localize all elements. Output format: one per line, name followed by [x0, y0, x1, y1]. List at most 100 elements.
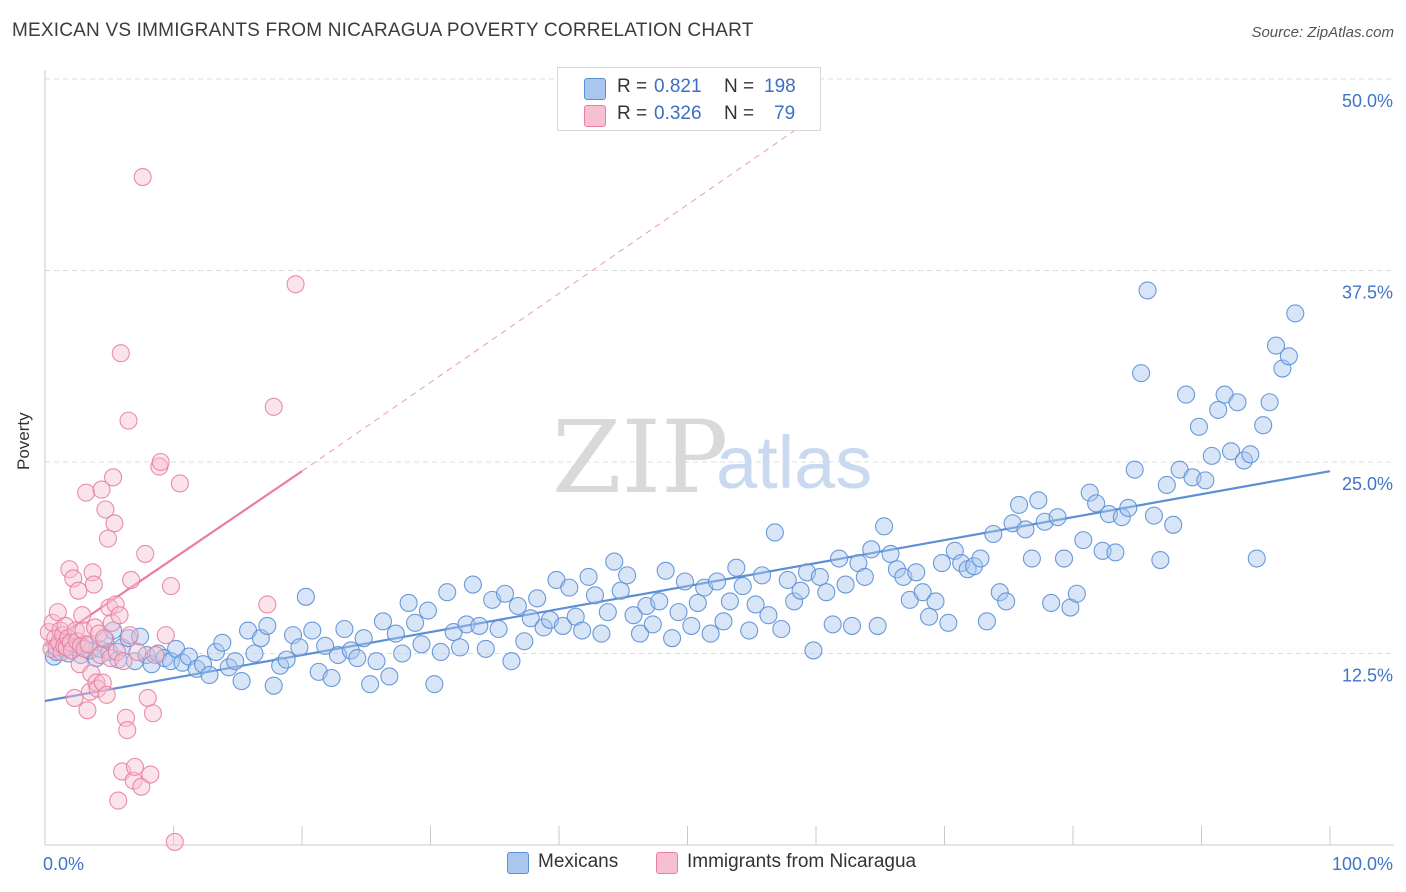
- point-mexicans: [418, 601, 437, 620]
- point-mexicans: [1138, 281, 1157, 300]
- point-mexicans: [1266, 336, 1286, 355]
- point-nicaragua: [119, 411, 138, 430]
- point-mexicans: [579, 567, 598, 586]
- point-mexicans: [842, 616, 862, 635]
- point-mexicans: [380, 667, 399, 686]
- point-nicaragua: [96, 500, 115, 519]
- point-mexicans: [393, 644, 412, 663]
- point-mexicans: [534, 618, 553, 637]
- gridlines: [45, 78, 1394, 654]
- point-mexicans: [226, 652, 245, 671]
- point-nicaragua: [156, 626, 175, 645]
- point-mexicans: [605, 552, 624, 571]
- point-nicaragua: [286, 275, 305, 294]
- point-mexicans: [688, 593, 707, 612]
- point-mexicans: [733, 577, 752, 596]
- point-mexicans: [791, 581, 810, 600]
- point-mexicans: [830, 549, 849, 568]
- point-nicaragua: [109, 791, 128, 810]
- point-nicaragua: [98, 529, 118, 548]
- trend-line-nicaragua-extension: [301, 115, 817, 472]
- point-nicaragua: [141, 765, 160, 784]
- point-mexicans: [675, 572, 694, 591]
- watermark: ZIP atlas: [552, 399, 872, 516]
- point-mexicans: [875, 517, 894, 536]
- point-mexicans: [354, 629, 373, 648]
- point-mexicans: [1209, 400, 1228, 419]
- point-mexicans: [630, 624, 650, 643]
- point-mexicans: [573, 621, 592, 640]
- point-mexicans: [624, 606, 643, 625]
- point-mexicans: [932, 554, 951, 573]
- bottom-legend-swatch-nicaragua: [656, 852, 678, 874]
- point-nicaragua: [146, 645, 165, 665]
- point-mexicans: [1132, 364, 1151, 383]
- legend-n-value-nicaragua: 79: [774, 103, 796, 124]
- point-nicaragua: [264, 397, 283, 416]
- point-nicaragua: [111, 344, 130, 363]
- point-mexicans: [367, 652, 386, 671]
- point-mexicans: [348, 649, 367, 668]
- point-nicaragua: [106, 595, 125, 614]
- point-mexicans: [515, 632, 534, 651]
- point-mexicans: [200, 665, 219, 684]
- point-mexicans: [303, 621, 322, 640]
- point-mexicans: [406, 613, 425, 632]
- legend-n-value-mexicans: 198: [764, 76, 796, 97]
- point-mexicans: [913, 583, 932, 602]
- point-mexicans: [810, 567, 829, 586]
- point-mexicans: [470, 616, 489, 635]
- bottom-legend-swatch-mexicans: [507, 852, 529, 874]
- point-mexicans: [1106, 543, 1125, 562]
- point-mexicans: [1087, 494, 1106, 513]
- point-nicaragua: [151, 452, 170, 472]
- point-mexicans: [1119, 498, 1138, 518]
- point-mexicans: [425, 675, 444, 694]
- point-mexicans: [1067, 584, 1086, 603]
- point-mexicans: [1164, 515, 1183, 534]
- point-mexicans: [772, 619, 791, 639]
- x-tick-label: 0.0%: [43, 854, 84, 874]
- data-points: [39, 167, 1305, 851]
- point-mexicans: [990, 583, 1009, 602]
- point-mexicans: [611, 581, 630, 600]
- point-mexicans: [1157, 475, 1176, 495]
- point-mexicans: [1189, 417, 1208, 436]
- point-nicaragua: [128, 642, 147, 662]
- point-mexicans: [669, 603, 688, 622]
- point-mexicans: [682, 616, 701, 635]
- point-mexicans: [887, 560, 907, 579]
- point-nicaragua: [97, 685, 116, 704]
- point-mexicans: [316, 636, 335, 655]
- point-nicaragua: [132, 777, 151, 796]
- point-mexicans: [656, 561, 675, 580]
- trend-line-nicaragua: [44, 470, 303, 647]
- point-mexicans: [585, 586, 605, 605]
- legend-r-value-nicaragua: 0.326: [654, 103, 702, 124]
- point-nicaragua: [170, 474, 189, 493]
- x-tick-label: 100.0%: [1332, 854, 1393, 874]
- point-nicaragua: [133, 167, 152, 187]
- point-mexicans: [1016, 520, 1035, 539]
- legend-swatch-nicaragua: [584, 105, 606, 127]
- point-nicaragua: [73, 606, 92, 625]
- point-mexicans: [1222, 442, 1241, 461]
- point-mexicans: [508, 596, 527, 616]
- point-nicaragua: [60, 560, 79, 579]
- point-mexicans: [1247, 549, 1266, 568]
- point-nicaragua: [74, 621, 93, 640]
- legend-n-label: N =: [724, 103, 755, 124]
- point-mexicans: [296, 587, 315, 606]
- point-nicaragua: [105, 514, 124, 533]
- point-mexicans: [759, 606, 778, 625]
- point-mexicans: [277, 650, 296, 669]
- point-nicaragua: [161, 577, 180, 596]
- point-mexicans: [258, 616, 277, 635]
- bottom-legend-label-mexicans: Mexicans: [538, 851, 619, 872]
- point-mexicans: [399, 593, 418, 612]
- legend-r-label: R =: [617, 103, 648, 124]
- point-nicaragua: [110, 606, 129, 625]
- point-mexicans: [1112, 508, 1131, 527]
- point-mexicans: [1048, 508, 1067, 527]
